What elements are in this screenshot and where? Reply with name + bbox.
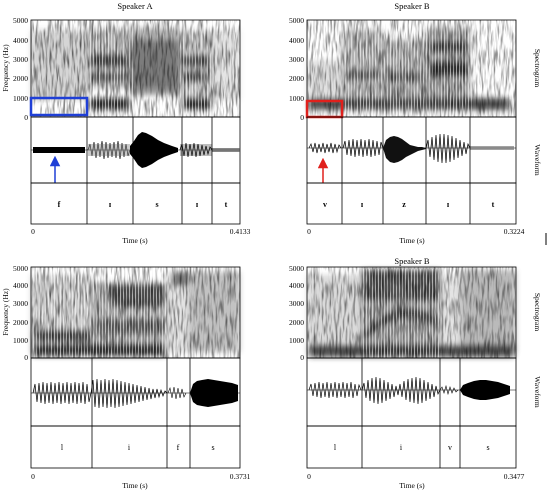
time-start-label: 0 <box>31 472 35 481</box>
frequency-axis: 0 1000 2000 3000 4000 5000 <box>289 264 304 362</box>
waveform <box>30 116 241 184</box>
tick-label: 4000 <box>13 281 28 290</box>
waveform-side-label: Waveform <box>533 144 542 176</box>
waveform-side-label: Waveform <box>533 376 542 408</box>
segment-label: s <box>486 443 489 452</box>
tick-label: 5000 <box>13 264 28 273</box>
spectrogram-side-label: Spectrogram <box>533 49 542 87</box>
spectrogram <box>30 266 241 359</box>
tick-label: 3000 <box>13 55 28 64</box>
frequency-axis: Frequency (Hz) 0 1000 2000 3000 4000 500… <box>1 264 28 362</box>
spectrogram <box>306 266 517 359</box>
segment-label: l <box>61 443 64 452</box>
segment-label: t <box>225 200 228 209</box>
time-axis-label: Time (s) <box>122 236 148 245</box>
tick-label: 3000 <box>289 299 304 308</box>
segment-tier: f ɪ s ɪ t <box>30 117 241 225</box>
tick-label: 1000 <box>13 336 28 345</box>
tick-label: 3000 <box>289 55 304 64</box>
frequency-axis-label: Frequency (Hz) <box>1 44 10 92</box>
segment-label: s <box>155 200 158 209</box>
waveform <box>30 357 241 427</box>
segment-tier: l i v s <box>306 358 517 469</box>
panel-title: Speaker A <box>117 1 153 11</box>
time-axis-label: Time (s) <box>399 481 425 490</box>
frequency-axis-label: Frequency (Hz) <box>1 288 10 336</box>
panel-speaker-b-leaves: Speaker B 0 1000 2000 3000 4000 5000 <box>289 256 542 490</box>
segment-label: ɪ <box>196 200 199 209</box>
frequency-axis: Frequency (Hz) 0 1000 2000 3000 4000 500… <box>1 16 28 122</box>
time-axis: 0 0.4133 Time (s) <box>31 227 250 245</box>
frequency-axis: 0 1000 2000 3000 4000 5000 <box>289 16 304 122</box>
segment-label: i <box>128 443 131 452</box>
time-axis: 0 0.3224 Time (s) <box>307 227 524 245</box>
segment-label: v <box>448 443 452 452</box>
panel-title: Speaker B <box>394 256 430 266</box>
segment-label: v <box>323 200 327 209</box>
tick-label: 5000 <box>289 264 304 273</box>
tick-label: 4000 <box>13 36 28 45</box>
time-axis: 0 0.3731 Time (s) <box>31 472 250 490</box>
time-start-label: 0 <box>307 472 311 481</box>
tick-label: 1000 <box>289 94 304 103</box>
time-axis: 0 0.3477 Time (s) <box>307 472 524 490</box>
segment-label: ɪ <box>447 200 450 209</box>
panel-speaker-a-leafs: Speaker A Frequency (Hz) 0 1000 2000 <box>1 264 251 490</box>
segment-tier: l i f s <box>30 358 241 469</box>
segment-label: i <box>400 443 403 452</box>
spectrogram <box>306 19 517 118</box>
waveform <box>306 357 517 427</box>
time-start-label: 0 <box>307 227 311 236</box>
segment-label: f <box>58 200 61 209</box>
tick-label: 2000 <box>289 318 304 327</box>
time-end-label: 0.4133 <box>230 227 251 236</box>
tick-label: 2000 <box>289 74 304 83</box>
panel-title: Speaker B <box>394 1 430 11</box>
segment-label: ɪ <box>361 200 364 209</box>
panel-speaker-a-fissit: Speaker A Frequency <box>1 1 251 245</box>
tick-label: 5000 <box>13 16 28 25</box>
highlight-box <box>29 96 89 117</box>
panel-speaker-b-vizit: Speaker B 0 1000 2000 3000 400 <box>289 1 547 245</box>
time-end-label: 0.3477 <box>504 472 525 481</box>
segment-label: f <box>177 443 180 452</box>
tick-label: 2000 <box>13 318 28 327</box>
segment-label: s <box>211 443 214 452</box>
tick-label: 1000 <box>13 94 28 103</box>
time-end-label: 0.3224 <box>504 227 525 236</box>
segment-label: z <box>402 200 406 209</box>
waveform <box>306 116 517 184</box>
time-axis-label: Time (s) <box>399 236 425 245</box>
tick-label: 2000 <box>13 74 28 83</box>
segment-tier: v ɪ z ɪ t <box>306 117 517 225</box>
time-end-label: 0.3731 <box>230 472 251 481</box>
segment-label: t <box>492 200 495 209</box>
segment-label: l <box>334 443 337 452</box>
spectrogram <box>30 19 241 118</box>
tick-label: 0 <box>24 353 28 362</box>
segment-label: ɪ <box>109 200 112 209</box>
time-axis-label: Time (s) <box>122 481 148 490</box>
time-start-label: 0 <box>31 227 35 236</box>
tick-label: 4000 <box>289 281 304 290</box>
tick-label: 0 <box>300 353 304 362</box>
tick-label: 1000 <box>289 336 304 345</box>
tick-label: 4000 <box>289 36 304 45</box>
spectrogram-side-label: Spectrogram <box>533 293 542 331</box>
tick-label: 0 <box>24 113 28 122</box>
tick-label: 3000 <box>13 299 28 308</box>
tick-label: 0 <box>300 113 304 122</box>
tick-label: 5000 <box>289 16 304 25</box>
